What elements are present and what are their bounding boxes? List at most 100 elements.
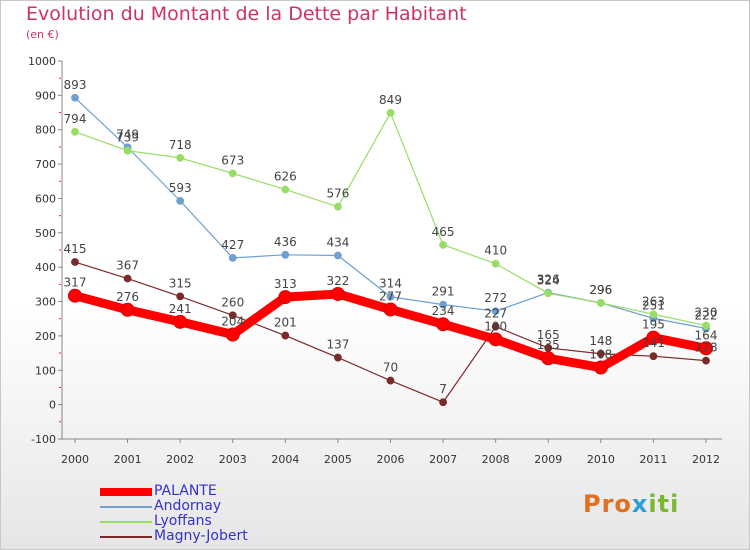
data-point bbox=[702, 321, 710, 330]
data-point bbox=[334, 202, 342, 211]
x-tick-label: 2009 bbox=[534, 453, 562, 466]
x-tick-label: 2006 bbox=[377, 453, 405, 466]
data-label: 201 bbox=[274, 316, 297, 330]
data-point bbox=[71, 258, 79, 266]
x-tick-label: 2004 bbox=[271, 453, 299, 466]
data-point bbox=[278, 290, 293, 305]
data-point bbox=[281, 331, 290, 340]
data-point bbox=[123, 274, 132, 283]
data-point bbox=[71, 127, 79, 136]
data-point bbox=[649, 310, 658, 319]
data-point bbox=[176, 154, 185, 162]
unit-label: (en €) bbox=[26, 28, 59, 41]
y-tick-label: 400 bbox=[35, 261, 56, 274]
data-label: 296 bbox=[589, 283, 612, 297]
data-point bbox=[71, 93, 79, 102]
data-label: 314 bbox=[379, 277, 402, 291]
data-label: 593 bbox=[169, 181, 192, 195]
data-point bbox=[436, 317, 451, 332]
data-label: 576 bbox=[326, 187, 349, 201]
data-label: 427 bbox=[221, 238, 244, 252]
data-label: 164 bbox=[695, 328, 718, 342]
data-label: 893 bbox=[64, 78, 87, 92]
legend-swatch bbox=[100, 521, 152, 523]
x-tick-label: 2003 bbox=[219, 453, 247, 466]
x-tick-label: 2007 bbox=[429, 453, 457, 466]
data-label: 230 bbox=[695, 306, 718, 320]
data-point bbox=[699, 341, 713, 356]
data-label: 322 bbox=[326, 274, 349, 288]
data-label: 165 bbox=[537, 328, 560, 342]
y-tick-label: -100 bbox=[31, 433, 56, 446]
data-point bbox=[176, 196, 185, 205]
data-point bbox=[281, 250, 290, 259]
x-tick-label: 2010 bbox=[587, 453, 615, 466]
data-label: 718 bbox=[169, 138, 192, 152]
data-label: 272 bbox=[484, 291, 507, 305]
data-point bbox=[541, 351, 556, 366]
y-tick-label: 900 bbox=[35, 89, 56, 102]
data-point bbox=[386, 108, 395, 117]
data-point bbox=[68, 288, 82, 303]
data-label: 227 bbox=[484, 307, 507, 321]
data-point bbox=[383, 302, 398, 317]
data-point bbox=[176, 292, 185, 301]
data-label: 367 bbox=[116, 259, 139, 273]
data-label: 739 bbox=[116, 131, 139, 145]
x-tick-label: 2000 bbox=[61, 453, 89, 466]
x-tick-label: 2011 bbox=[639, 453, 667, 466]
y-tick-label: 800 bbox=[35, 124, 56, 137]
data-label: 434 bbox=[326, 235, 349, 249]
data-point bbox=[491, 307, 500, 316]
data-label: 313 bbox=[274, 277, 297, 291]
data-label: 128 bbox=[695, 341, 718, 355]
y-tick-label: 300 bbox=[35, 296, 56, 309]
data-point bbox=[491, 322, 500, 331]
data-label: 148 bbox=[589, 334, 612, 348]
data-point bbox=[488, 332, 503, 347]
data-label: 749 bbox=[116, 127, 139, 141]
data-label: 260 bbox=[221, 295, 244, 309]
data-label: 849 bbox=[379, 93, 402, 107]
data-label: 317 bbox=[64, 276, 87, 290]
data-label: 794 bbox=[64, 112, 87, 126]
data-label: 263 bbox=[642, 294, 665, 308]
data-point bbox=[334, 251, 342, 260]
data-point bbox=[386, 292, 395, 301]
data-point bbox=[544, 289, 553, 298]
data-point bbox=[439, 300, 447, 309]
data-label: 277 bbox=[379, 289, 402, 303]
x-tick-label: 2001 bbox=[114, 453, 142, 466]
data-label: 141 bbox=[642, 336, 665, 350]
data-label: 108 bbox=[589, 348, 612, 362]
legend-label: Magny-Jobert bbox=[154, 528, 248, 544]
data-label: 315 bbox=[169, 276, 192, 290]
y-tick-label: 1000 bbox=[28, 55, 56, 68]
data-label: 296 bbox=[589, 283, 612, 297]
data-point bbox=[228, 254, 237, 262]
data-point bbox=[596, 349, 605, 358]
data-point bbox=[491, 259, 500, 268]
data-label: 70 bbox=[383, 361, 398, 375]
data-label: 195 bbox=[642, 318, 665, 332]
chart-title: Evolution du Montant de la Dette par Hab… bbox=[26, 3, 467, 25]
data-label: 7 bbox=[439, 382, 447, 396]
data-label: 234 bbox=[432, 304, 455, 318]
x-tick-label: 2012 bbox=[692, 453, 720, 466]
data-point bbox=[334, 353, 342, 362]
data-label: 251 bbox=[642, 298, 665, 312]
x-tick-label: 2008 bbox=[482, 453, 510, 466]
x-tick-label: 2002 bbox=[166, 453, 194, 466]
legend-label: Andornay bbox=[154, 498, 222, 514]
data-label: 326 bbox=[537, 273, 560, 287]
y-tick-label: 500 bbox=[35, 227, 56, 240]
data-label: 324 bbox=[537, 273, 560, 287]
logo-part-1: Pro bbox=[583, 490, 632, 518]
data-point bbox=[120, 302, 135, 317]
y-tick-label: 0 bbox=[49, 399, 56, 412]
x-tick-label: 2005 bbox=[324, 453, 352, 466]
data-label: 137 bbox=[326, 338, 349, 352]
data-label: 276 bbox=[116, 290, 139, 304]
